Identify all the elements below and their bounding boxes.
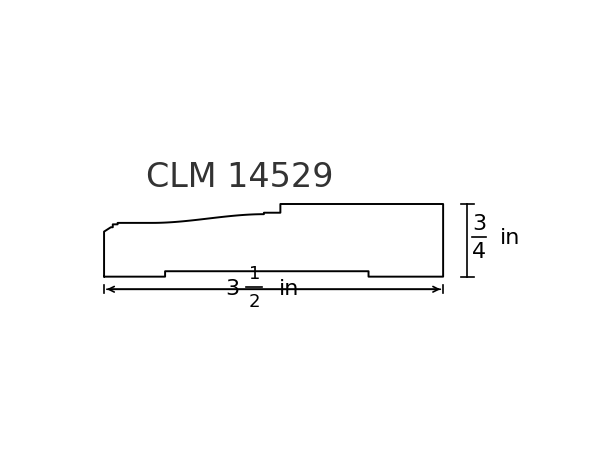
- Text: 3: 3: [472, 214, 486, 234]
- Text: 1: 1: [248, 266, 260, 284]
- Text: in: in: [500, 229, 521, 248]
- Text: in: in: [278, 279, 299, 299]
- Text: CLM 14529: CLM 14529: [146, 162, 334, 194]
- Text: 2: 2: [248, 293, 260, 311]
- Text: 4: 4: [472, 242, 486, 262]
- Text: 3: 3: [226, 279, 239, 299]
